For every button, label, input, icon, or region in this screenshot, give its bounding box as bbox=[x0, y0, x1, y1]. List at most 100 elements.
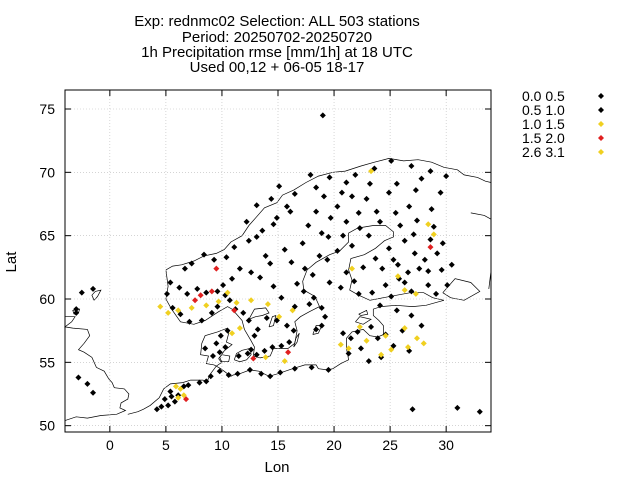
x-tick-label: 0 bbox=[106, 437, 114, 453]
y-axis-label: Lat bbox=[3, 251, 20, 273]
data-point bbox=[408, 288, 415, 295]
data-point bbox=[222, 344, 229, 351]
data-point bbox=[215, 298, 222, 305]
data-point bbox=[294, 280, 301, 287]
x-axis-label: Lon bbox=[264, 459, 289, 476]
coastline-6 bbox=[293, 333, 300, 348]
data-point bbox=[385, 189, 392, 196]
data-point bbox=[208, 309, 215, 316]
data-point bbox=[433, 290, 440, 297]
data-point bbox=[188, 304, 195, 311]
data-point bbox=[229, 330, 236, 337]
data-point bbox=[209, 353, 216, 359]
data-point bbox=[412, 290, 419, 297]
data-point bbox=[427, 244, 434, 251]
data-point bbox=[356, 323, 363, 330]
data-point bbox=[213, 265, 220, 272]
data-point bbox=[425, 282, 432, 289]
x-tick-label: 10 bbox=[214, 437, 230, 453]
data-point bbox=[269, 344, 276, 351]
data-point bbox=[164, 290, 171, 297]
data-point bbox=[285, 349, 292, 356]
data-point bbox=[243, 218, 250, 225]
coastline-14 bbox=[442, 278, 481, 301]
data-point bbox=[214, 288, 221, 295]
data-point bbox=[253, 351, 260, 358]
data-point bbox=[181, 265, 188, 272]
data-point bbox=[208, 288, 215, 295]
data-point bbox=[355, 290, 362, 297]
x-tick-label: 20 bbox=[326, 437, 342, 453]
data-point bbox=[203, 378, 210, 385]
data-point bbox=[425, 268, 432, 275]
y-tick-label: 60 bbox=[39, 291, 55, 307]
data-point bbox=[231, 307, 238, 314]
data-points bbox=[73, 112, 483, 415]
data-point bbox=[439, 240, 446, 247]
data-point bbox=[153, 406, 160, 413]
coastline-16 bbox=[470, 212, 492, 220]
data-point bbox=[289, 307, 296, 314]
data-point bbox=[337, 341, 344, 348]
data-point bbox=[90, 285, 97, 292]
data-point bbox=[73, 309, 80, 316]
data-point bbox=[348, 265, 355, 272]
data-point bbox=[211, 256, 218, 263]
data-point bbox=[379, 265, 386, 272]
data-point bbox=[217, 332, 224, 339]
data-point bbox=[245, 237, 252, 244]
data-point bbox=[180, 392, 187, 399]
data-point bbox=[254, 326, 261, 333]
coastline-12 bbox=[248, 307, 270, 320]
y-tick-label: 55 bbox=[39, 354, 55, 370]
data-point bbox=[326, 174, 333, 181]
x-tick-label: 5 bbox=[162, 437, 170, 453]
data-point bbox=[261, 347, 268, 354]
data-point bbox=[84, 380, 91, 387]
legend: 0.0 0.50.5 1.01.0 1.51.5 2.02.6 3.1 bbox=[522, 88, 604, 160]
data-point bbox=[273, 317, 280, 324]
data-point bbox=[401, 287, 408, 294]
x-tick-label: 15 bbox=[270, 437, 286, 453]
data-point bbox=[196, 379, 203, 386]
data-point bbox=[276, 183, 283, 190]
data-point bbox=[278, 342, 285, 349]
data-point bbox=[177, 311, 184, 318]
data-point bbox=[176, 284, 183, 291]
data-point bbox=[454, 404, 461, 411]
data-point bbox=[448, 261, 455, 268]
data-point bbox=[286, 339, 293, 346]
title-line-3: 1h Precipitation rmse [mm/1h] at 18 UTC bbox=[141, 44, 413, 61]
x-tick-label: 30 bbox=[438, 437, 454, 453]
data-point bbox=[374, 335, 381, 342]
data-point bbox=[354, 328, 361, 335]
data-point bbox=[165, 402, 172, 409]
data-point bbox=[177, 385, 184, 392]
data-point bbox=[283, 203, 290, 210]
legend-label: 0.5 1.0 bbox=[522, 102, 565, 118]
data-point bbox=[444, 282, 451, 289]
data-point bbox=[325, 366, 332, 373]
y-tick-label: 75 bbox=[39, 101, 55, 117]
data-point bbox=[291, 190, 298, 197]
data-point bbox=[313, 184, 320, 191]
data-point bbox=[75, 374, 82, 381]
data-point bbox=[291, 365, 298, 372]
data-point bbox=[368, 168, 375, 175]
data-point bbox=[188, 260, 195, 267]
y-tick-label: 70 bbox=[39, 164, 55, 180]
legend-marker bbox=[598, 93, 604, 99]
data-point bbox=[392, 209, 399, 216]
data-point bbox=[197, 292, 204, 299]
data-point bbox=[318, 230, 325, 237]
data-point bbox=[382, 332, 389, 339]
data-point bbox=[427, 236, 434, 243]
legend-label: 2.6 3.1 bbox=[522, 144, 565, 160]
data-point bbox=[300, 288, 307, 295]
data-point bbox=[434, 250, 441, 257]
x-tick-label: 25 bbox=[382, 437, 398, 453]
data-point bbox=[226, 297, 233, 304]
data-point bbox=[301, 265, 308, 272]
data-point bbox=[324, 256, 331, 263]
data-point bbox=[165, 309, 172, 316]
